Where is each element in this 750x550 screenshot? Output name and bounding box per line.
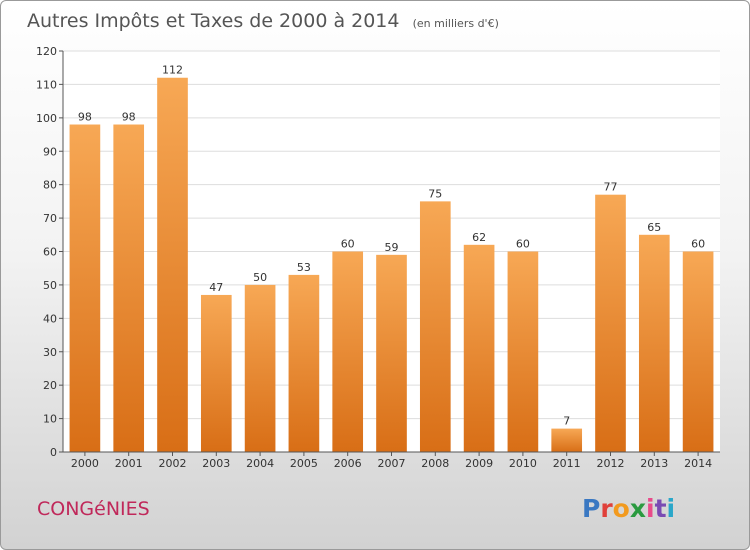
value-label-2003: 47: [209, 281, 223, 294]
x-tick-label-2004: 2004: [246, 457, 274, 470]
brand-letter: i: [646, 494, 655, 523]
bar-2012: [595, 194, 626, 453]
y-axis-ticks: 0 10 20 30 40 50 60 70 80 90 100 110 120: [36, 45, 63, 459]
x-tick-label-2006: 2006: [334, 457, 362, 470]
y-tick-label: 80: [43, 179, 57, 192]
x-tick-label-2002: 2002: [159, 457, 187, 470]
bar-2007: [376, 254, 407, 452]
value-label-2011: 7: [563, 415, 570, 428]
y-tick-label: 40: [43, 312, 57, 325]
y-tick-label: 90: [43, 145, 57, 158]
axes: [62, 51, 720, 453]
y-tick-label: 10: [43, 413, 57, 426]
y-tick-label: 60: [43, 246, 57, 259]
bar-2013: [638, 234, 670, 452]
x-tick-label-2012: 2012: [597, 457, 625, 470]
y-tick-label: 20: [43, 379, 57, 392]
x-tick-label-2008: 2008: [421, 457, 449, 470]
value-label-2013: 65: [647, 221, 661, 234]
bar-2005: [288, 274, 320, 452]
x-tick-label-2010: 2010: [509, 457, 537, 470]
brand-letter: i: [667, 494, 676, 523]
x-tick-label-2007: 2007: [378, 457, 406, 470]
bars: [69, 77, 714, 453]
x-tick-label-2003: 2003: [202, 457, 230, 470]
brand-letter: x: [630, 494, 646, 523]
y-tick-label: 110: [36, 78, 57, 91]
x-axis-ticks: 2000 2001 2002 2003 2004 2005 2006 2007 2008 2009…: [71, 452, 712, 470]
value-label-2012: 77: [604, 181, 618, 194]
commune-name: CONGéNIES: [37, 498, 150, 520]
x-tick-label-2001: 2001: [115, 457, 143, 470]
y-tick-label: 30: [43, 346, 57, 359]
x-tick-label-2005: 2005: [290, 457, 318, 470]
value-label-2001: 98: [122, 111, 136, 124]
bar-2014: [682, 251, 714, 452]
brand-letter: P: [582, 494, 600, 523]
brand-letter: t: [655, 494, 667, 523]
bar-2004: [244, 284, 276, 452]
value-label-2004: 50: [253, 271, 267, 284]
bar-2010: [507, 251, 539, 452]
brand-logo[interactable]: Proxiti: [582, 494, 675, 523]
bar-2011: [551, 428, 583, 452]
bar-2009: [463, 244, 495, 452]
y-tick-label: 0: [50, 446, 57, 459]
x-tick-label-2011: 2011: [553, 457, 581, 470]
bar-2003: [200, 294, 232, 452]
value-label-2010: 60: [516, 238, 530, 251]
x-tick-label-2013: 2013: [640, 457, 668, 470]
brand-letter: r: [600, 494, 613, 523]
x-tick-label-2014: 2014: [684, 457, 712, 470]
x-tick-label-2000: 2000: [71, 457, 99, 470]
bar-2006: [332, 251, 364, 452]
value-label-2008: 75: [428, 187, 442, 200]
y-tick-label: 100: [36, 112, 57, 125]
value-label-2002: 112: [162, 64, 183, 77]
x-tick-label-2009: 2009: [465, 457, 493, 470]
value-label-2009: 62: [472, 231, 486, 244]
chart-title: Autres Impôts et Taxes de 2000 à 2014 (e…: [27, 10, 499, 32]
value-label-2005: 53: [297, 261, 311, 274]
y-tick-label: 50: [43, 279, 57, 292]
value-label-2007: 59: [385, 241, 399, 254]
value-label-2014: 60: [691, 238, 705, 251]
y-tick-label: 70: [43, 212, 57, 225]
value-label-2000: 98: [78, 111, 92, 124]
y-tick-label: 120: [36, 45, 57, 58]
bar-2008: [419, 201, 451, 452]
brand-letter: o: [613, 494, 630, 523]
bar-2001: [113, 124, 145, 453]
value-label-2006: 60: [341, 238, 355, 251]
bar-2002: [157, 77, 188, 452]
bar-2000: [69, 124, 101, 453]
